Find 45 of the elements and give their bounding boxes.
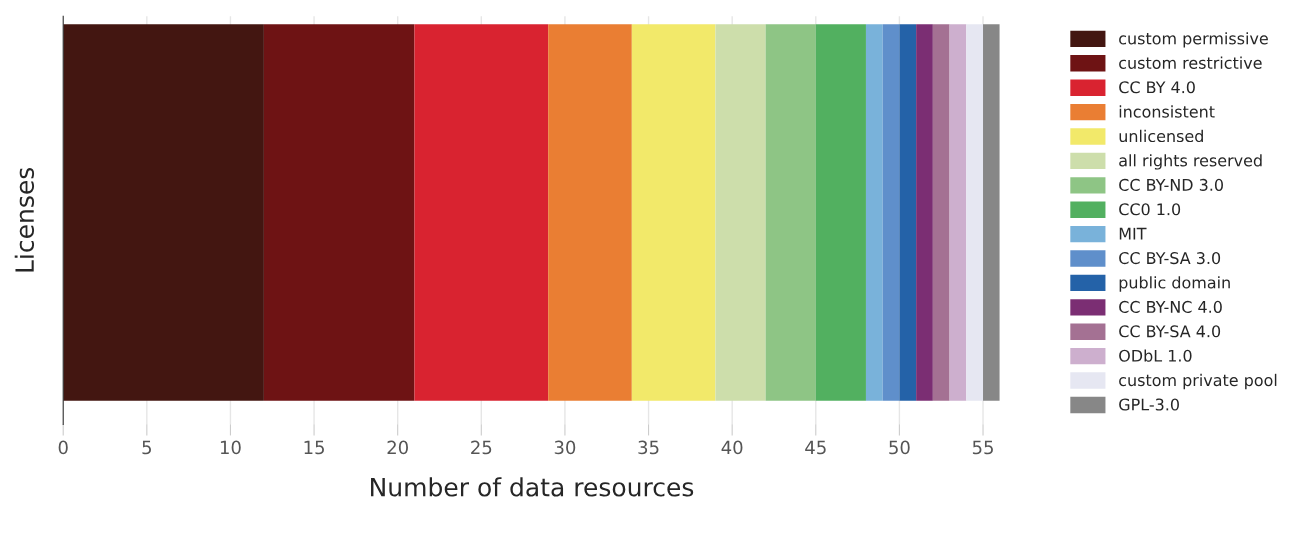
x-tick-label: 45 — [805, 440, 826, 455]
legend-label: inconsistent — [1119, 105, 1215, 118]
legend-label: GPL-3.0 — [1119, 398, 1179, 411]
bar — [916, 24, 933, 401]
legend-label: all rights reserved — [1119, 154, 1262, 170]
bar — [949, 24, 967, 401]
x-tick-label: 55 — [972, 440, 993, 455]
bar — [414, 24, 549, 401]
bar — [765, 24, 816, 401]
x-tick-label: 20 — [387, 440, 408, 455]
legend-label: public domain — [1119, 276, 1230, 292]
x-tick-label: 25 — [471, 440, 492, 455]
x-tick-label: 50 — [889, 440, 910, 455]
x-tick-label: 10 — [220, 440, 241, 455]
legend-label: CC0 1.0 — [1119, 203, 1181, 216]
x-tick-label: 40 — [721, 440, 743, 455]
x-tick-label: 15 — [304, 440, 324, 455]
bar — [631, 24, 716, 401]
legend-label: custom private pool — [1119, 373, 1277, 390]
bar — [983, 24, 1000, 401]
x-tick-label: 35 — [638, 440, 659, 455]
legend-label: CC BY-ND 3.0 — [1119, 178, 1223, 191]
bar — [932, 24, 950, 401]
legend-label: CC BY-NC 4.0 — [1119, 300, 1222, 313]
x-axis-title: Number of data resources — [371, 477, 694, 497]
legend-label: CC BY-SA 4.0 — [1119, 325, 1221, 338]
legend-label: ODbL 1.0 — [1119, 349, 1192, 362]
legend-label: custom permissive — [1119, 32, 1268, 48]
x-tick-label: 5 — [142, 440, 151, 455]
x-tick-label: 30 — [554, 440, 576, 455]
legend-label: MIT — [1119, 227, 1147, 240]
legend-label: CC BY-SA 3.0 — [1119, 252, 1221, 265]
bar — [815, 24, 866, 401]
bar — [865, 24, 883, 401]
bar — [63, 24, 264, 401]
legend-label: unlicensed — [1119, 129, 1203, 143]
bar — [899, 24, 917, 401]
bar — [263, 24, 415, 401]
bar — [548, 24, 632, 401]
y-axis-title: Licenses — [14, 167, 35, 272]
legend-label: CC BY 4.0 — [1119, 81, 1195, 94]
legend-label: custom restrictive — [1119, 56, 1262, 69]
x-tick-label: 0 — [58, 440, 68, 455]
bar — [715, 24, 766, 401]
bar — [882, 24, 900, 401]
